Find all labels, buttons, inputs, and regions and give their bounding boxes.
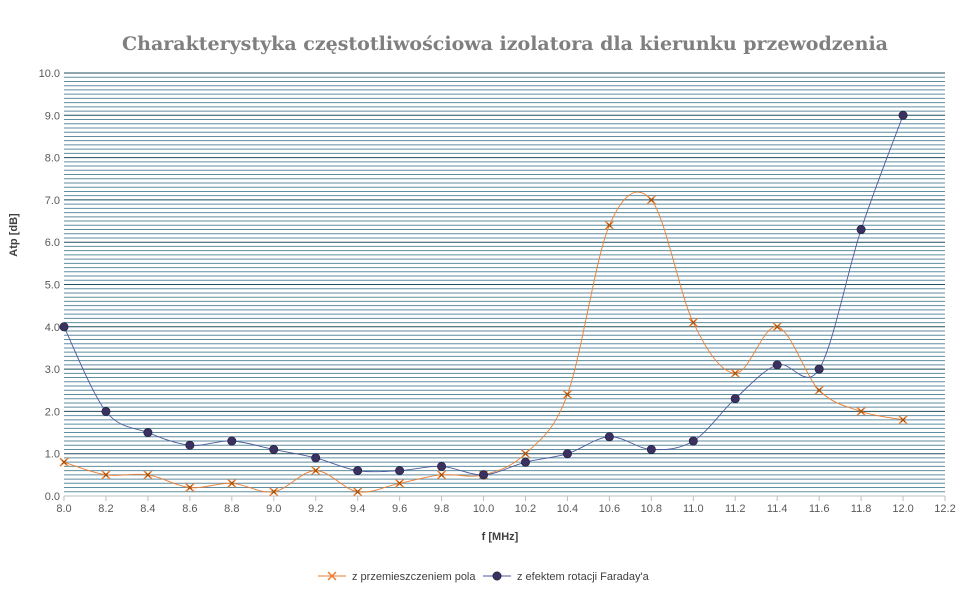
x-tick-label: 9.6 [392, 503, 407, 515]
data-point [814, 385, 824, 395]
data-point [353, 487, 363, 497]
x-tick-label: 9.0 [266, 503, 281, 515]
data-point [59, 322, 69, 332]
data-point [143, 470, 153, 480]
data-point [562, 449, 572, 459]
data-point [353, 466, 363, 476]
legend: z przemieszczeniem pola z efektem rotacji… [318, 571, 650, 583]
x-tick-label: 8.8 [224, 503, 239, 515]
data-point [898, 110, 908, 120]
x-tick-label: 11.8 [851, 503, 872, 515]
y-tick-label: 3.0 [45, 364, 60, 376]
x-tick-label: 10.8 [641, 503, 662, 515]
data-point [646, 444, 656, 454]
data-point [143, 428, 153, 438]
data-point [227, 478, 237, 488]
data-point [562, 389, 572, 400]
x-tick-label: 10.4 [557, 503, 578, 515]
data-point [437, 470, 447, 480]
y-tick-label: 2.0 [45, 406, 60, 418]
legend-label: z efektem rotacji Faraday'a [517, 571, 650, 583]
x-tick-label: 11.4 [767, 503, 788, 515]
data-point [646, 195, 656, 205]
data-point [520, 449, 531, 459]
data-point [898, 415, 908, 425]
x-tick-label: 8.0 [56, 503, 71, 515]
data-point [772, 360, 782, 370]
x-tick-label: 12.2 [934, 503, 955, 515]
x-tick-label: 9.4 [350, 503, 365, 515]
x-tick-label: 11.6 [809, 503, 830, 515]
data-point [814, 364, 824, 374]
data-point [688, 436, 698, 446]
axes: 8.0 8.2 8.4 8.6 8.8 9.0 9.2 9.4 9.6 9.8 10.0 10.2 10… [39, 68, 956, 515]
x-tick-label: 10.2 [515, 503, 536, 515]
series-2 [59, 110, 908, 480]
y-tick-label: 9.0 [45, 110, 60, 122]
series-group [59, 110, 908, 497]
data-point [856, 225, 866, 235]
data-point [185, 440, 195, 450]
data-point [604, 220, 614, 230]
series-line [63, 115, 904, 476]
series-1 [59, 191, 908, 497]
data-point [688, 318, 698, 328]
y-tick-label: 6.0 [45, 237, 60, 249]
x-tick-label: 11.0 [683, 503, 704, 515]
legend-item: z efektem rotacji Faraday'a [483, 571, 650, 583]
legend-marker [327, 571, 337, 581]
x-tick-label: 10.6 [599, 503, 620, 515]
data-point [437, 461, 447, 471]
data-point [269, 444, 279, 454]
data-point [185, 483, 195, 493]
data-point [59, 457, 69, 467]
series-line [63, 191, 904, 493]
data-point [730, 394, 740, 404]
data-point [772, 322, 782, 332]
data-point [730, 368, 740, 378]
x-tick-label: 8.2 [98, 503, 113, 515]
x-axis-label: f [MHz] [482, 531, 519, 543]
x-tick-label: 12.0 [892, 503, 913, 515]
x-tick-label: 11.2 [725, 503, 746, 515]
y-tick-label: 4.0 [45, 322, 60, 334]
data-point [227, 436, 237, 446]
legend-item: z przemieszczeniem pola [318, 571, 476, 583]
y-tick-label: 5.0 [45, 280, 60, 292]
x-tick-label: 8.6 [182, 503, 197, 515]
x-tick-label: 10.0 [473, 503, 494, 515]
legend-label: z przemieszczeniem pola [352, 571, 476, 583]
legend-marker [492, 571, 502, 581]
data-point [395, 478, 405, 488]
y-axis-label: Atp [dB] [8, 213, 20, 257]
data-point [101, 406, 111, 416]
y-tick-label: 10.0 [39, 68, 60, 80]
x-tick-label: 9.8 [434, 503, 449, 515]
data-point [311, 453, 321, 463]
x-tick-label: 9.2 [308, 503, 323, 515]
y-tick-label: 8.0 [45, 153, 60, 165]
data-point [101, 470, 111, 480]
data-point [395, 466, 405, 476]
data-point [479, 470, 489, 480]
x-tick-label: 8.4 [140, 503, 155, 515]
y-tick-label: 7.0 [45, 195, 60, 207]
grid [64, 72, 945, 497]
y-tick-label: 1.0 [45, 449, 60, 461]
y-tick-label: 0.0 [45, 491, 60, 503]
data-point [311, 466, 321, 476]
data-point [520, 457, 530, 467]
data-point [604, 432, 614, 442]
data-point [269, 487, 279, 497]
chart-title: Charakterystyka częstotliwościowa izolat… [122, 33, 888, 55]
data-point [856, 406, 866, 416]
